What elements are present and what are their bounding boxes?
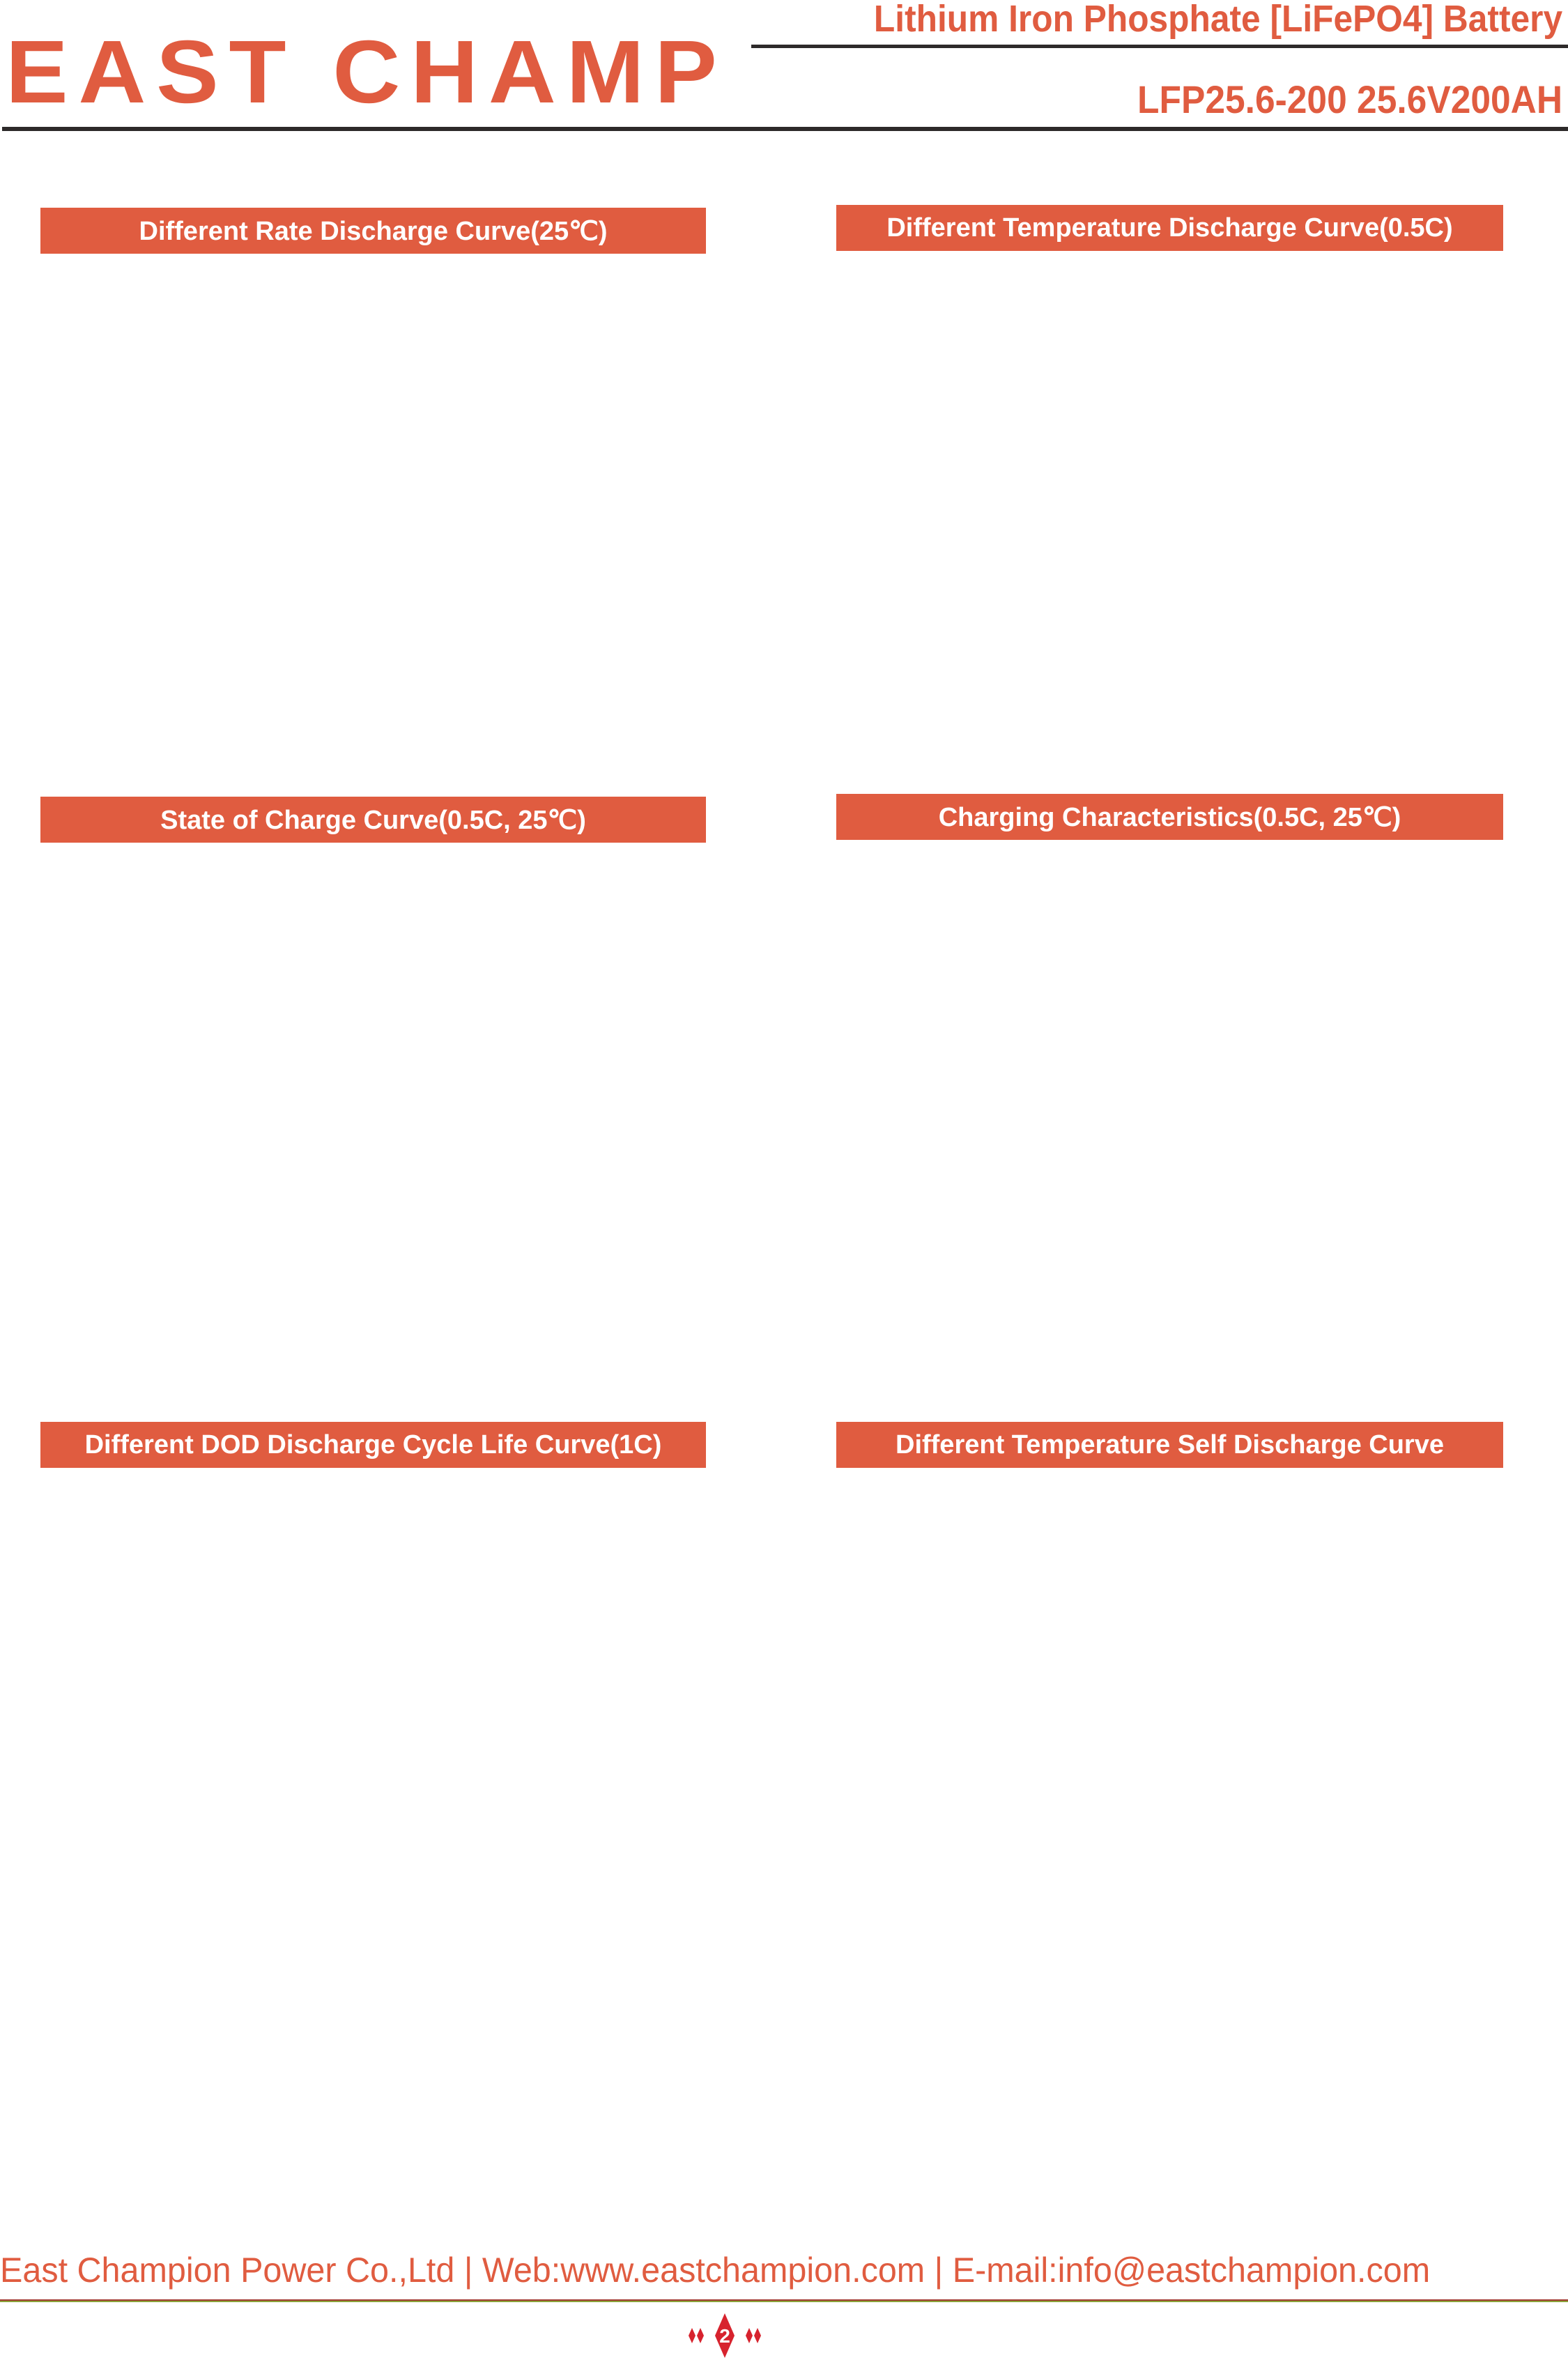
chart-title-self-discharge: Different Temperature Self Discharge Cur… [836, 1422, 1503, 1468]
chart-title-text: State of Charge Curve(0.5C, 25℃) [160, 805, 586, 835]
chart-title-text: Different Rate Discharge Curve(25℃) [139, 216, 608, 246]
chart-title-text: Different Temperature Discharge Curve(0.… [886, 213, 1453, 243]
brand-logo: EAST CHAMP [6, 22, 728, 122]
model-number: LFP25.6-200 25.6V200AH [1137, 77, 1562, 121]
chart-title-text: Different Temperature Self Discharge Cur… [896, 1430, 1444, 1459]
header-divider [751, 45, 1568, 48]
diamond-icon [689, 2328, 695, 2343]
chart-title-state-of-charge: State of Charge Curve(0.5C, 25℃) [40, 797, 706, 843]
chart-title-rate-discharge: Different Rate Discharge Curve(25℃) [40, 208, 706, 254]
product-type-title: Lithium Iron Phosphate [LiFePO4] Battery [873, 0, 1562, 40]
chart-title-charging-characteristics: Charging Characteristics(0.5C, 25℃) [836, 794, 1503, 840]
chart-title-dod-cycle-life: Different DOD Discharge Cycle Life Curve… [40, 1422, 706, 1468]
footer-contact: East Champion Power Co.,Ltd | Web:www.ea… [0, 2251, 1431, 2290]
diamond-icon [746, 2328, 753, 2343]
page-diamond-icon [715, 2313, 735, 2358]
page-number-badge: 2 [689, 2313, 761, 2358]
footer-divider [0, 2299, 1568, 2302]
diamond-icon [697, 2328, 704, 2343]
chart-title-text: Charging Characteristics(0.5C, 25℃) [938, 802, 1401, 832]
header-bottom-divider [2, 127, 1568, 131]
chart-title-text: Different DOD Discharge Cycle Life Curve… [84, 1430, 662, 1459]
chart-title-temperature-discharge: Different Temperature Discharge Curve(0.… [836, 205, 1503, 251]
page-number: 2 [719, 2325, 730, 2347]
diamond-icon [754, 2328, 761, 2343]
